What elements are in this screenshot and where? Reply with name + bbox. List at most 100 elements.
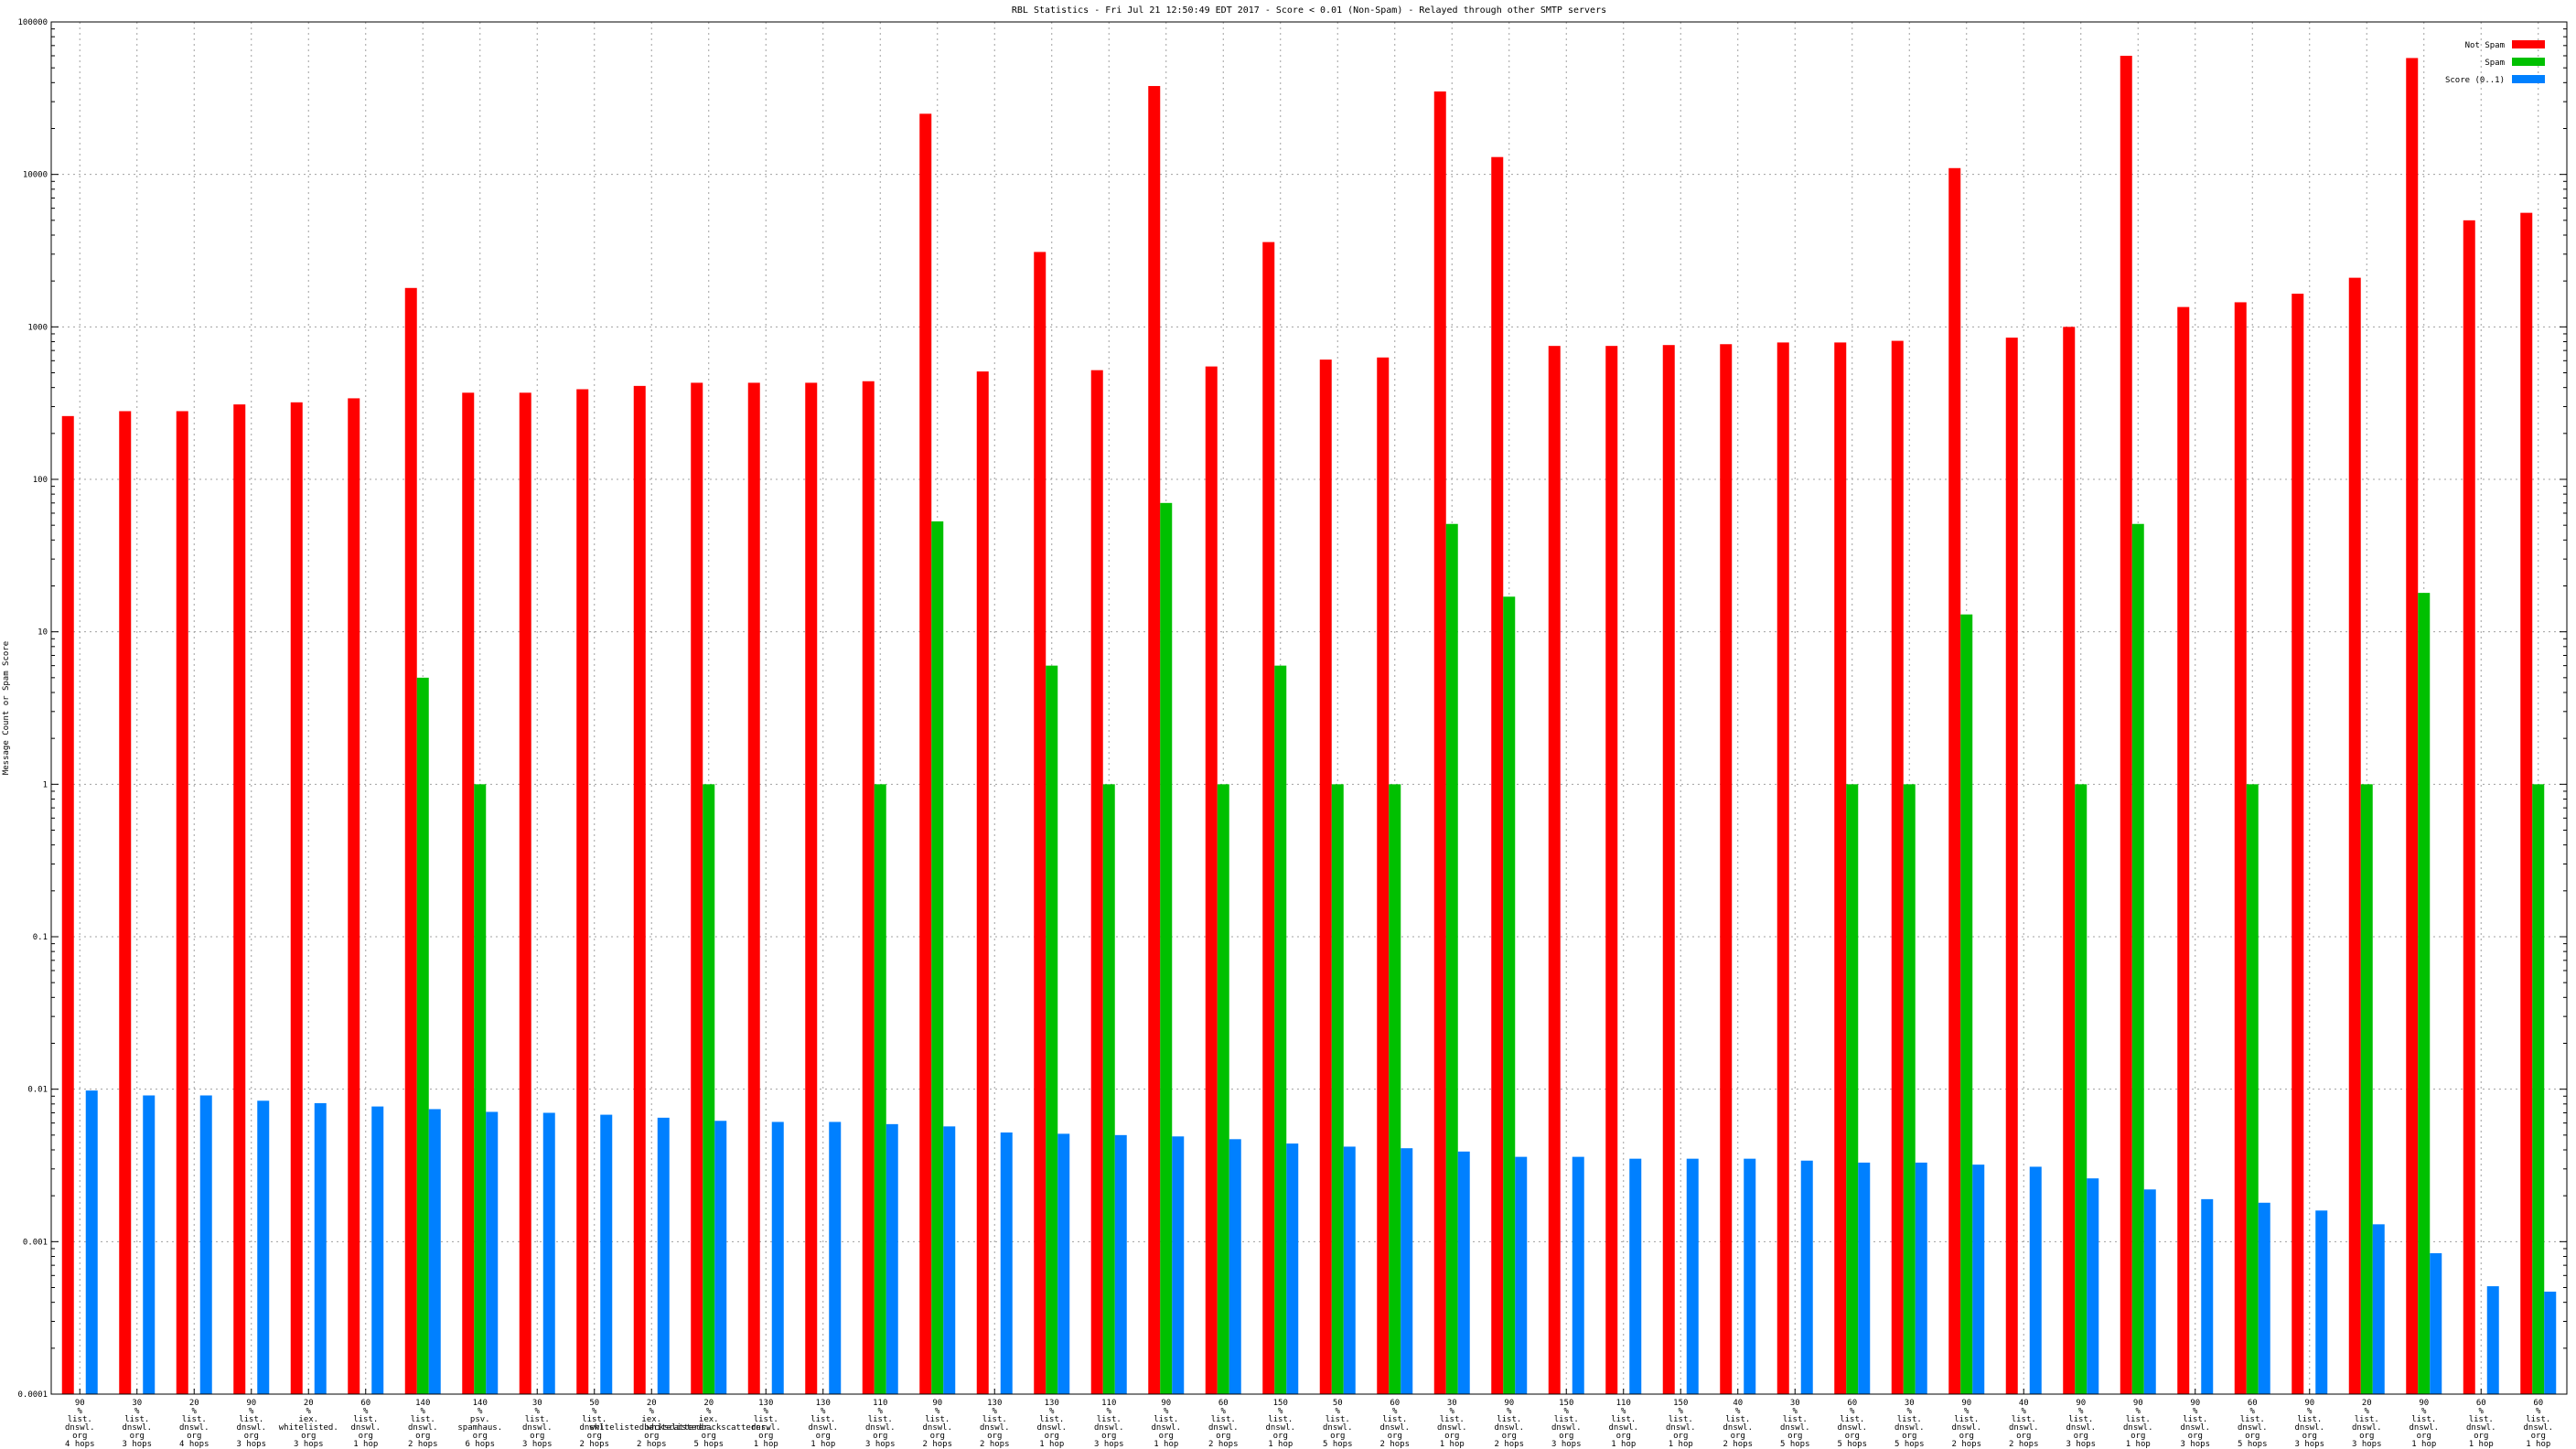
x-category-label: 50% list. dnswl. org 5 hops (1323, 1399, 1353, 1449)
x-category-label-line: dnswl. (1208, 1423, 1239, 1433)
x-category-label-line: dnswl. (922, 1423, 952, 1433)
x-category-label-line: dnswl. (408, 1423, 438, 1433)
x-category-label-line: dnswl. (1494, 1423, 1524, 1433)
bar-not-spam (176, 411, 188, 1395)
x-category-label-line: 3 hops (2180, 1440, 2210, 1449)
bar-score-0-1 (2143, 1189, 2156, 1394)
bars (61, 55, 2557, 1395)
x-category-label-line: 130 (1045, 1399, 1059, 1408)
bar-score-0-1 (143, 1095, 156, 1394)
bar-score-0-1 (542, 1112, 555, 1394)
x-category-label: 90% list. dnswl. org 3 hops (236, 1399, 266, 1449)
x-category-label: 150% list. dnswl. org 3 hops (1551, 1399, 1582, 1449)
x-category-label-line: % (363, 1407, 369, 1416)
x-category-label-line: 20 (2362, 1399, 2372, 1408)
x-category-label-line: list. (1783, 1415, 1808, 1424)
x-category-label-line: dnswl. (1780, 1423, 1810, 1433)
x-category-label: 60% list. dnswl. org 1 hop (2466, 1399, 2496, 1449)
x-category-label: 150% list. dnswl. org 1 hop (1265, 1399, 1295, 1449)
x-category-label-line: list. (2526, 1415, 2550, 1424)
x-category-label: 90% list. dnswl. org 2 hops (1494, 1399, 1524, 1449)
x-category-label-line: % (2365, 1407, 2370, 1416)
x-category-label-line: 30 (532, 1399, 542, 1408)
x-category-label-line: 3 hops (294, 1440, 324, 1449)
x-category-label-line: 3 hops (2066, 1440, 2096, 1449)
x-category-label-line: 4 hops (179, 1440, 209, 1449)
bar-score-0-1 (886, 1123, 898, 1394)
x-category-label-line: 90 (2304, 1399, 2314, 1408)
x-category-label-line: 60 (2533, 1399, 2543, 1408)
x-category-label-line: whitelistedbackscatterer. (590, 1423, 714, 1433)
x-category-label-line: dnswl. (236, 1423, 266, 1433)
x-category-label-line: list. (1840, 1415, 1864, 1424)
bar-score-0-1 (1972, 1165, 1985, 1394)
bar-score-0-1 (2258, 1202, 2270, 1394)
bar-not-spam (633, 385, 646, 1394)
x-category-label-line: org (1444, 1432, 1459, 1441)
x-category-label-line: 2 hops (1723, 1440, 1753, 1449)
bar-not-spam (2292, 294, 2304, 1395)
x-category-label-line: 90 (2419, 1399, 2429, 1408)
x-category-label-line: org (359, 1432, 373, 1441)
chart-title: RBL Statistics - Fri Jul 21 12:50:49 EDT… (1012, 5, 1606, 16)
x-category-label-line: dnswl. (2294, 1423, 2324, 1433)
x-category-label-line: org (1273, 1432, 1288, 1441)
bar-spam (416, 677, 429, 1394)
y-tick-label: 100000 (17, 18, 48, 27)
x-category-label-line: 3 hops (1094, 1440, 1124, 1449)
x-category-label: 130% list. dnswl. org 1 hop (808, 1399, 838, 1449)
x-category-label: 30% list. dnswl. org 1 hop (1437, 1399, 1467, 1449)
bar-score-0-1 (1000, 1132, 1013, 1394)
x-category-label-line: % (2022, 1407, 2027, 1416)
x-category-label: 90% list. dnswl. org 3 hops (2294, 1399, 2324, 1449)
x-category-label-line: % (535, 1407, 541, 1416)
x-category-label-line: list. (2411, 1415, 2436, 1424)
x-category-label-line: list. (2469, 1415, 2494, 1424)
x-category-label-line: list. (1897, 1415, 1922, 1424)
x-category-label-line: % (306, 1407, 312, 1416)
x-category-label-line: dnswl. (122, 1423, 152, 1433)
bar-spam (1846, 784, 1859, 1394)
x-category-label-line: org (1559, 1432, 1573, 1441)
bar-not-spam (2005, 338, 2018, 1395)
x-category-label-line: dnswl. (579, 1423, 609, 1433)
x-category-label-line: list. (182, 1415, 207, 1424)
x-category-label-line: org (1101, 1432, 1116, 1441)
bar-not-spam (119, 411, 132, 1395)
x-category-label-line: list. (1669, 1415, 1693, 1424)
x-category-label: 90% list. dnswl. org 3 hops (2066, 1399, 2096, 1449)
x-category-label: 110% list. dnswl. org 3 hops (865, 1399, 896, 1449)
bar-not-spam (1090, 370, 1103, 1394)
bar-not-spam (404, 287, 417, 1395)
x-category-label-line: % (1964, 1407, 1970, 1416)
x-category-label-line: 1 hop (754, 1440, 778, 1449)
x-category-label-line: 90 (246, 1399, 256, 1408)
bar-score-0-1 (1457, 1151, 1470, 1394)
bar-spam (1274, 665, 1287, 1394)
x-category-label-line: 1 hop (1154, 1440, 1178, 1449)
x-category-label-line: org (530, 1432, 544, 1441)
bar-not-spam (1948, 167, 1961, 1395)
x-category-label: 50% list. dnswl. org 2 hops (579, 1399, 609, 1449)
bar-not-spam (519, 392, 531, 1395)
x-category-label-line: % (421, 1407, 426, 1416)
x-category-label-line: org (1502, 1432, 1517, 1441)
x-category-label: 130% list. dnswl. org 1 hop (1036, 1399, 1067, 1449)
bar-spam (703, 784, 715, 1394)
x-category-label-line: % (878, 1407, 884, 1416)
x-category-label-line: list. (68, 1415, 92, 1424)
bar-spam (1445, 523, 1458, 1394)
x-category-label: 90% list. dnswl. org 1 hop (1151, 1399, 1181, 1449)
bar-score-0-1 (771, 1122, 784, 1394)
x-category-label-line: % (764, 1407, 769, 1416)
x-category-label-line: dnswl. (808, 1423, 838, 1433)
x-category-label-line: dnswl. (2009, 1423, 2039, 1433)
y-tick-label: 100 (33, 476, 48, 485)
x-category-label-line: list. (2240, 1415, 2265, 1424)
bar-score-0-1 (1744, 1158, 1756, 1394)
x-category-label-line: % (1679, 1407, 1684, 1416)
x-category-label-line: 150 (1559, 1399, 1573, 1408)
x-category-label-line: dnswl. (2123, 1423, 2153, 1433)
x-category-label-line: 130 (816, 1399, 831, 1408)
bar-not-spam (61, 415, 74, 1394)
